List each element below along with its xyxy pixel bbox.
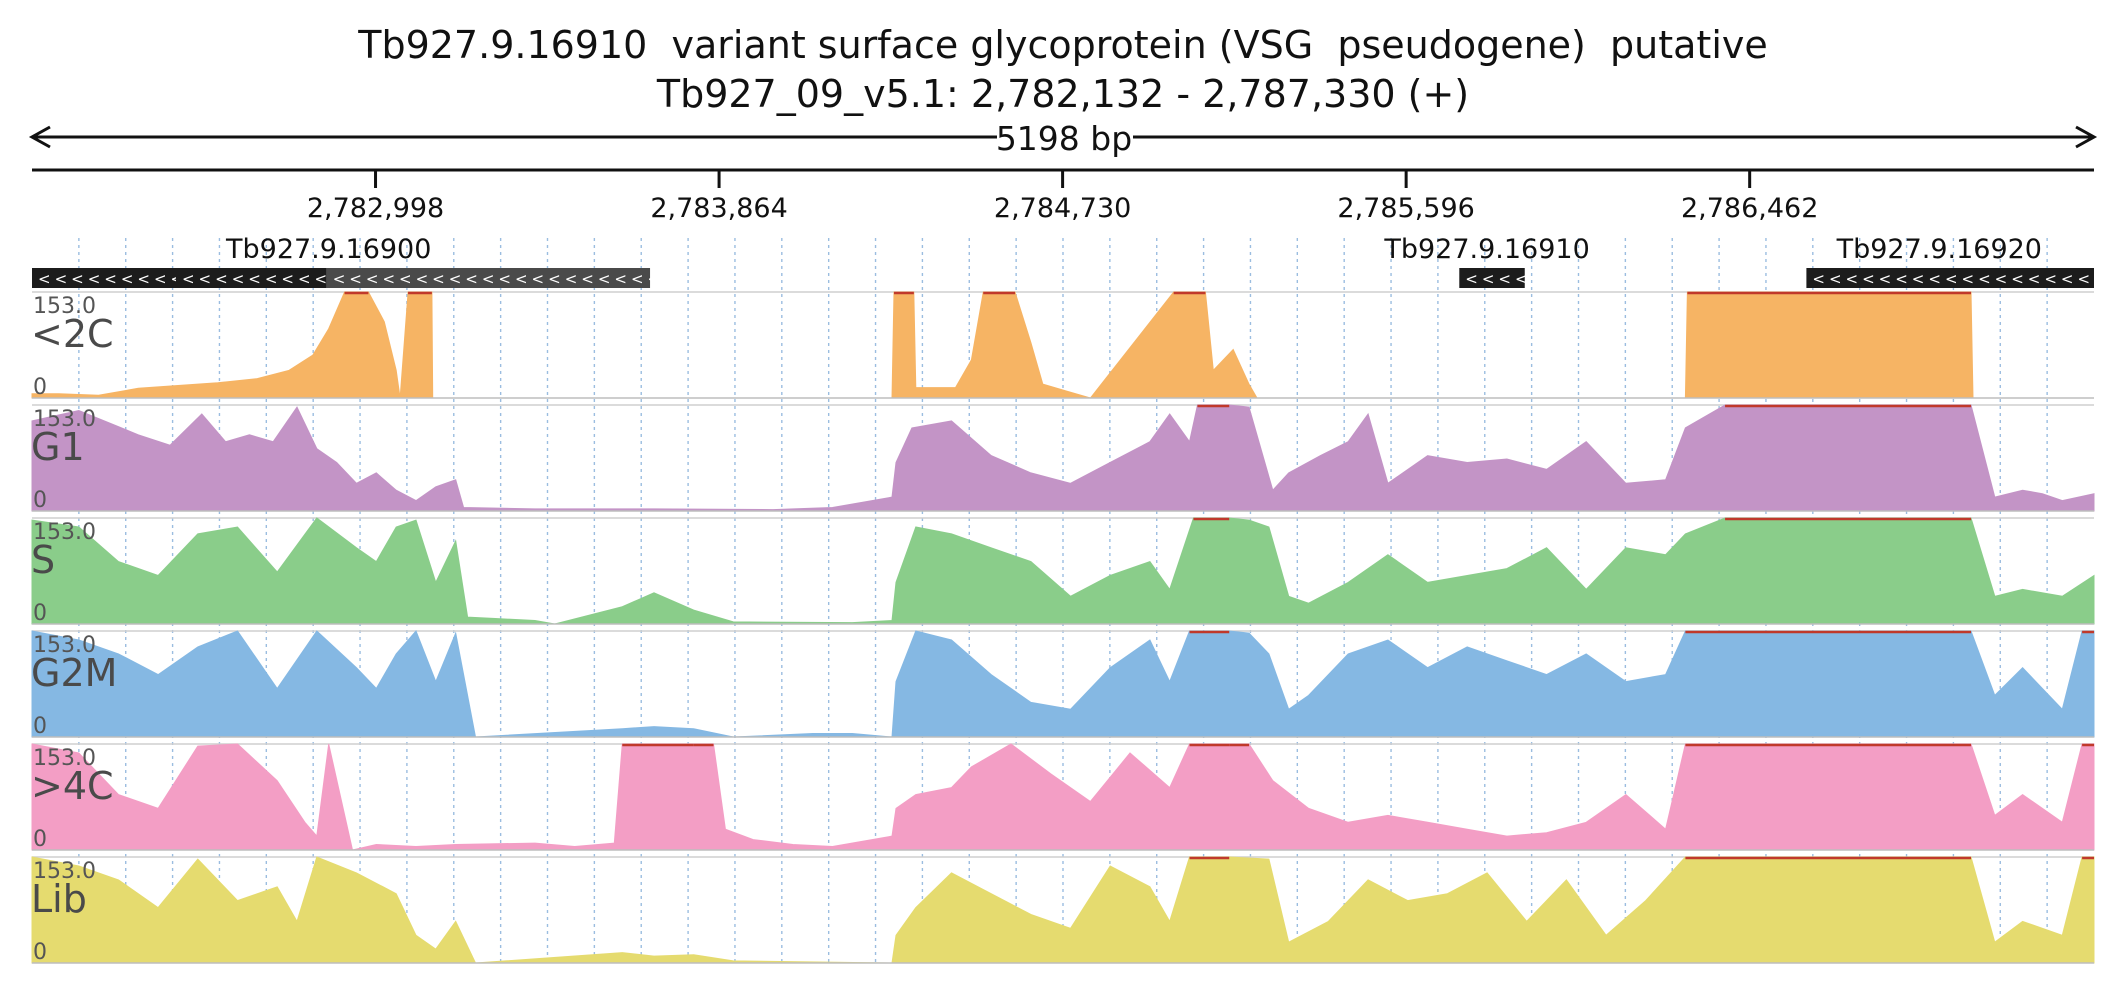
track-name[interactable]: Lib bbox=[31, 877, 87, 921]
gene-feature[interactable] bbox=[175, 268, 327, 288]
span-arrowhead-left bbox=[28, 125, 51, 149]
track-min-label: 0 bbox=[33, 714, 47, 739]
coverage-area bbox=[31, 517, 2095, 625]
gene-title: Tb927.9.16910 variant surface glycoprote… bbox=[358, 23, 1768, 67]
track-name[interactable]: S bbox=[31, 538, 55, 582]
axis-tick-label: 2,785,596 bbox=[1337, 193, 1474, 224]
coverage-track: 153.0 0 G2M bbox=[31, 630, 2095, 739]
coverage-area bbox=[31, 630, 2095, 738]
axis-tick-label: 2,786,462 bbox=[1681, 193, 1818, 224]
track-min-label: 0 bbox=[33, 827, 47, 852]
strand-chevrons: <<<<<<<<< bbox=[182, 270, 331, 288]
track-max-label: 153.0 bbox=[33, 407, 96, 432]
track-max-label: 153.0 bbox=[33, 859, 96, 884]
strand-chevrons: <<<<<<<<< bbox=[38, 270, 187, 288]
track-min-label: 0 bbox=[33, 601, 47, 626]
track-max-label: 153.0 bbox=[33, 746, 96, 771]
coverage-tracks: 153.00<2C153.00G1153.00S153.00G2M153.00>… bbox=[31, 291, 2095, 965]
coverage-area bbox=[31, 404, 2095, 512]
track-min-label: 0 bbox=[33, 375, 47, 400]
gene-annotation-track: <<<<<<<<<<<<<<<<<< <<<<<<<<<<<<<<<<<<<<<T… bbox=[32, 234, 2110, 288]
gene-label[interactable]: Tb927.9.16910 bbox=[1383, 234, 1589, 265]
axis-tick-label: 2,784,730 bbox=[994, 193, 1131, 224]
strand-chevrons: <<<<<<<<<<<<<<<<<<<<< bbox=[333, 270, 681, 288]
gene-feature[interactable] bbox=[1806, 268, 2094, 288]
coverage-track: 153.0 0 G1 bbox=[31, 404, 2095, 513]
coverage-track: 153.0 0 Lib bbox=[31, 856, 2095, 965]
coverage-track: 153.0 0 >4C bbox=[31, 743, 2095, 852]
region-length-label: 5198 bp bbox=[996, 119, 1132, 158]
locus-coordinates: Tb927_09_v5.1: 2,782,132 - 2,787,330 (+) bbox=[656, 72, 1470, 116]
strand-chevrons: <<<< bbox=[1465, 270, 1531, 288]
span-arrowhead-right bbox=[2075, 125, 2098, 149]
track-max-label: 153.0 bbox=[33, 294, 96, 319]
track-max-label: 153.0 bbox=[33, 520, 96, 545]
track-max-label: 153.0 bbox=[33, 633, 96, 658]
gene-feature[interactable] bbox=[32, 268, 176, 288]
gene-label[interactable]: Tb927.9.16920 bbox=[1836, 234, 2042, 265]
gene-feature[interactable] bbox=[326, 268, 651, 288]
coverage-track: 153.0 0 <2C bbox=[31, 291, 2094, 400]
track-name[interactable]: <2C bbox=[31, 312, 114, 356]
track-name[interactable]: >4C bbox=[31, 764, 114, 808]
strand-chevrons: <<<<<<<<<<<<<<<<<< bbox=[1812, 270, 2110, 288]
axis-tick-label: 2,783,864 bbox=[650, 193, 787, 224]
gene-feature[interactable] bbox=[1459, 268, 1525, 288]
track-min-label: 0 bbox=[33, 488, 47, 513]
coverage-area bbox=[31, 743, 2095, 851]
ruler-ticks: 2,782,998 2,783,864 2,784,730 2,785,596 2,78… bbox=[307, 170, 1818, 224]
axis-tick-label: 2,782,998 bbox=[307, 193, 444, 224]
track-name[interactable]: G1 bbox=[31, 425, 85, 469]
track-name[interactable]: G2M bbox=[31, 651, 117, 695]
coverage-track: 153.0 0 S bbox=[31, 517, 2095, 626]
track-min-label: 0 bbox=[33, 940, 47, 965]
coverage-area bbox=[31, 856, 2095, 964]
region-span-arrow: 5198 bp bbox=[28, 119, 2098, 158]
gene-label[interactable]: Tb927.9.16900 bbox=[225, 234, 431, 265]
